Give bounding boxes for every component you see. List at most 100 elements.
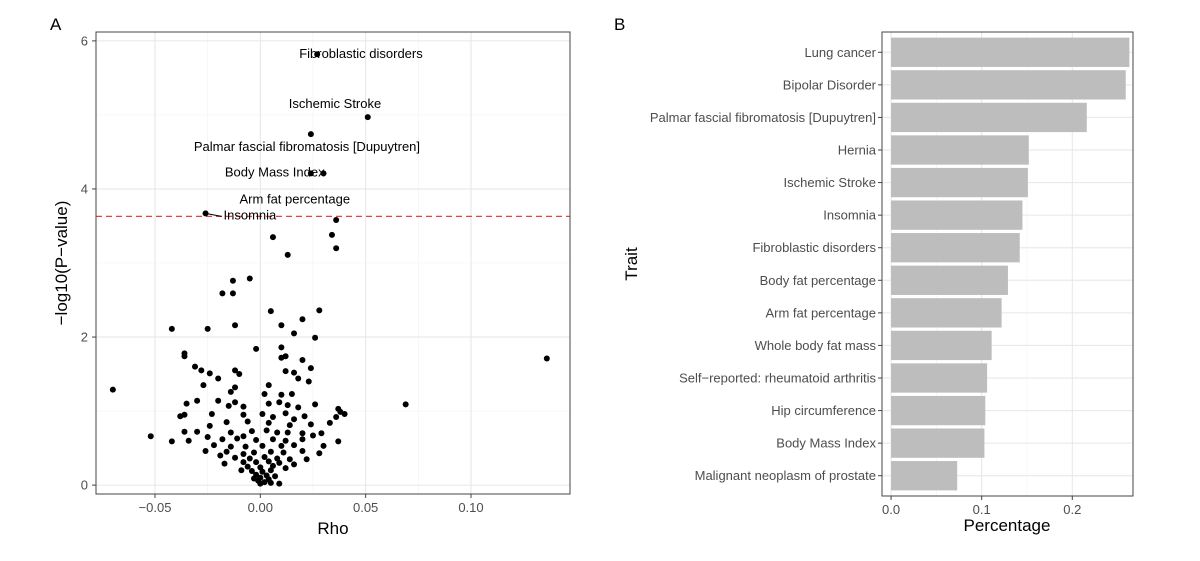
panel-a-frame	[95, 31, 571, 495]
panel-a-data-point	[278, 442, 285, 449]
panel-a-data-point	[223, 448, 230, 455]
panel-a-data-point	[333, 217, 340, 224]
panel-a-data-point	[223, 419, 230, 426]
panel-a-data-point	[221, 460, 228, 467]
panel-a-data-point	[192, 363, 199, 370]
panel-a-data-point	[259, 411, 266, 418]
panel-b-category-label: Hip circumference	[771, 403, 876, 418]
panel-a-data-point	[232, 367, 239, 374]
panel-a-data-point	[232, 322, 239, 329]
panel-a-data-point	[333, 245, 340, 252]
panel-a-data-point	[206, 422, 213, 429]
panel-b-x-tick-label: 0.2	[1063, 502, 1081, 517]
panel-b-category-label: Body fat percentage	[760, 273, 876, 288]
panel-a-data-point	[333, 414, 340, 420]
panel-a-y-tick-label: 6	[81, 33, 88, 48]
panel-a-point-label: Palmar fascial fibromatosis [Dupuytren]	[194, 139, 420, 154]
panel-b-bar	[891, 70, 1126, 100]
panel-a-data-point	[227, 388, 234, 395]
panel-a-data-point	[267, 479, 274, 486]
panel-b-category-label: Arm fat percentage	[765, 305, 876, 320]
panel-a-x-tick-label: −0.05	[139, 500, 172, 515]
panel-a-data-point	[265, 458, 272, 465]
panel-a-y-tick-label: 4	[81, 181, 88, 196]
panel-a-point-label: Insomnia	[224, 207, 278, 222]
panel-b-category-label: Palmar fascial fibromatosis [Dupuytren]	[650, 110, 876, 125]
panel-a-labeled-point	[320, 170, 327, 177]
panel-a-data-point	[232, 399, 239, 406]
panel-a-labeled-point	[314, 51, 321, 58]
panel-a-data-point	[246, 275, 253, 282]
panel-a-label-connector	[205, 212, 222, 217]
panel-a-data-point	[210, 442, 217, 449]
panel-b-category-label: Lung cancer	[804, 45, 876, 60]
panel-a-labeled-point	[307, 170, 314, 177]
panel-a-data-point	[328, 231, 335, 238]
panel-a-data-point	[251, 449, 257, 456]
panel-a-data-point	[309, 432, 316, 439]
panel-a-data-point	[299, 430, 306, 437]
panel-a-data-point	[240, 459, 247, 466]
panel-a-y-ticks: 0 2 4 6	[81, 33, 96, 493]
panel-a-labeled-point	[364, 114, 371, 121]
panel-a-data-point	[267, 308, 274, 315]
panel-a-point-label: Arm fat percentage	[240, 191, 351, 206]
panel-a-y-tick-label: 0	[81, 478, 88, 493]
panel-a-data-point	[259, 468, 266, 475]
panel-a-data-point	[257, 480, 264, 487]
panel-a-data-point	[291, 330, 298, 337]
panel-b-bar	[891, 395, 986, 426]
panel-b-category-label: Ischemic Stroke	[784, 175, 876, 190]
panel-a-data-point	[286, 422, 293, 429]
panel-a-label: A	[50, 15, 62, 34]
panel-b-category-label: Whole body fat mass	[755, 338, 877, 353]
panel-a-data-point	[215, 397, 222, 404]
panel-a-data-point	[267, 467, 274, 474]
panel-a-data-point	[312, 401, 319, 408]
panel-b-x-tick-label: 0.1	[973, 502, 991, 517]
panel-b-bar	[891, 37, 1130, 67]
panel-a-data-point	[278, 322, 285, 329]
panel-a-data-point	[299, 356, 306, 363]
panel-a-x-tick-label: 0.10	[458, 500, 483, 515]
panel-a-data-point	[291, 461, 298, 468]
panel-a-data-point	[265, 382, 272, 389]
panel-a-data-point	[299, 448, 306, 455]
panel-b-frame	[881, 31, 1134, 497]
panel-a-data-point	[246, 455, 253, 462]
panel-a-data-point	[276, 459, 283, 466]
panel-b-bar	[891, 200, 1023, 230]
panel-a-data-point	[227, 429, 234, 436]
panel-a-data-point	[227, 443, 234, 450]
panel-a-data-point	[236, 371, 243, 378]
panel-a-data-point	[402, 401, 409, 408]
panel-a-data-point	[200, 382, 207, 389]
panel-a-data-point	[335, 405, 342, 412]
panel-a-scatter: A Fibroblastic disorders Ischemic Stroke P…	[50, 15, 571, 538]
panel-a-data-point	[288, 391, 295, 398]
panel-a-data-point	[282, 437, 289, 444]
panel-a-data-point	[543, 355, 550, 362]
panel-a-data-point	[284, 429, 291, 436]
panel-a-data-point	[307, 365, 314, 372]
panel-b-plot-area	[882, 32, 1133, 496]
panel-a-data-point	[263, 427, 270, 434]
panel-a-data-point	[269, 234, 276, 241]
panel-a-data-point	[238, 467, 245, 474]
panel-a-x-tick-label: 0.05	[353, 500, 378, 515]
panel-a-data-point	[248, 428, 255, 435]
panel-a-data-point	[242, 443, 249, 450]
panel-a-data-point	[244, 463, 251, 470]
panel-b-category-label: Fibroblastic disorders	[752, 240, 876, 255]
panel-a-data-point	[232, 384, 239, 391]
panel-a-data-point	[282, 465, 289, 472]
panel-b-bar	[891, 330, 992, 361]
panel-a-y-tick-label: 2	[81, 330, 88, 345]
panel-a-data-point	[248, 468, 255, 475]
panel-a-data-point	[265, 400, 272, 407]
panel-b-bar-chart: B Lung cancer Bipolar Disorder Palmar fasc…	[614, 15, 1134, 535]
panel-a-data-point	[253, 459, 260, 466]
panel-b-category-label: Hernia	[838, 143, 877, 158]
panel-a-labeled-point	[307, 131, 314, 138]
